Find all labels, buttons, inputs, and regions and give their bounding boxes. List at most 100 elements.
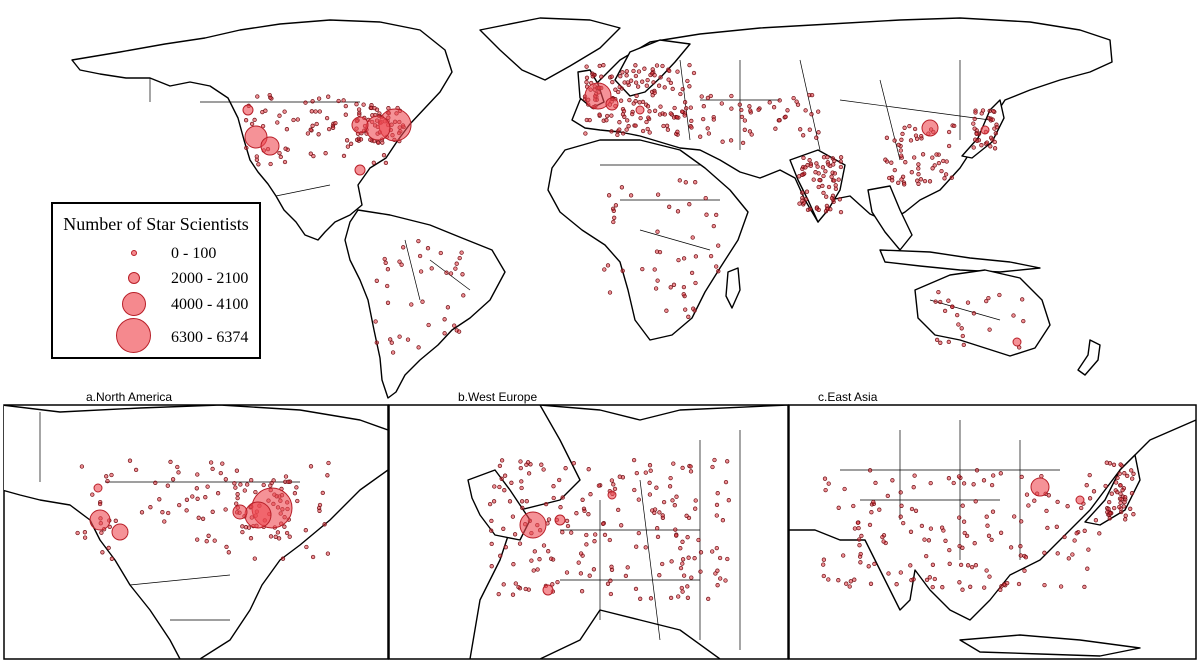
scientist-dot xyxy=(800,198,805,203)
scientist-dot xyxy=(936,289,941,295)
scientist-dot xyxy=(627,97,632,103)
scientist-dot xyxy=(1093,518,1099,523)
scientist-dot xyxy=(588,492,593,497)
scientist-dot xyxy=(418,269,424,274)
scientist-dot xyxy=(597,112,602,117)
scientist-dot xyxy=(679,109,685,114)
scientist-dot xyxy=(868,581,874,586)
scientist-dot xyxy=(496,591,501,597)
scientist-dot xyxy=(748,108,753,113)
scientist-dot xyxy=(243,118,249,123)
scientist-dot xyxy=(932,576,937,582)
scientist-dot xyxy=(960,503,965,508)
scientist-dot xyxy=(974,468,980,473)
scientist-dot xyxy=(927,179,933,184)
scientist-dot xyxy=(997,292,1002,298)
scientist-dot xyxy=(644,119,649,125)
scientist-dot xyxy=(640,128,646,134)
scientist-dot xyxy=(210,509,215,514)
scientist-dot xyxy=(442,331,447,336)
scientist-dot xyxy=(885,493,890,499)
scientist-dot xyxy=(1106,506,1111,512)
scientist-dot xyxy=(113,518,118,523)
scientist-dot xyxy=(647,130,652,135)
scientist-dot xyxy=(930,562,936,567)
scientist-dot xyxy=(609,113,614,118)
scientist-dot xyxy=(1131,512,1136,517)
scientist-dot xyxy=(1129,468,1134,473)
scientist-dot xyxy=(385,267,391,272)
scientist-dot xyxy=(525,460,531,465)
scientist-dot xyxy=(671,461,676,466)
scientist-dot xyxy=(510,592,516,597)
scientist-dot xyxy=(704,212,709,217)
scientist-dot xyxy=(791,95,796,101)
scientist-dot xyxy=(609,129,614,134)
scientist-dot xyxy=(628,193,634,198)
scientist-dot xyxy=(836,505,841,510)
scientist-dot xyxy=(675,209,681,214)
scientist-dot xyxy=(616,89,621,95)
scientist-dot xyxy=(1020,297,1025,302)
scientist-dot xyxy=(828,207,833,212)
scientist-dot xyxy=(617,474,622,479)
scientist-dot xyxy=(100,550,105,555)
scientist-dot xyxy=(139,510,145,515)
scientist-dot xyxy=(511,562,516,567)
scientist-dot xyxy=(984,568,989,573)
scientist-dot xyxy=(617,127,622,132)
scientist-dot xyxy=(919,523,925,529)
scientist-dot xyxy=(986,295,991,301)
scientist-dot xyxy=(555,579,560,585)
scientist-dot xyxy=(633,123,638,128)
scientist-dot xyxy=(551,495,556,501)
scientist-dot xyxy=(1023,555,1029,560)
scientist-dot xyxy=(1103,483,1108,489)
scientist-dot xyxy=(668,285,673,290)
scientist-dot xyxy=(909,170,914,175)
scientist-dot xyxy=(510,514,516,519)
eurasia-landmass xyxy=(571,17,1113,223)
scientist-dot xyxy=(459,250,464,255)
scientist-dot xyxy=(626,124,631,129)
scientist-dot xyxy=(667,484,673,489)
scientist-dot xyxy=(645,104,651,109)
scientist-dot xyxy=(429,266,434,271)
scientist-dot xyxy=(690,235,695,240)
scientist-dot xyxy=(821,190,826,196)
scientist-dot xyxy=(518,465,523,471)
scientist-dot xyxy=(771,105,777,110)
scientist-dot xyxy=(317,109,322,114)
scientist-dot xyxy=(448,271,454,276)
legend-row-0-100: 0 - 100 xyxy=(53,240,259,270)
scientist-dot xyxy=(584,80,589,85)
scientist-dot xyxy=(371,160,376,165)
scientist-dot xyxy=(920,152,926,157)
scientist-dot xyxy=(605,113,610,119)
scientist-dot xyxy=(804,189,810,194)
scientist-dot xyxy=(674,494,679,499)
scientist-dot xyxy=(907,123,912,129)
scientist-dot xyxy=(282,109,287,114)
scientist-dot xyxy=(689,118,694,124)
scientist-dot xyxy=(823,487,828,493)
scientist-dot xyxy=(416,345,421,350)
scientist-bubble xyxy=(89,509,111,531)
scientist-dot xyxy=(90,492,95,497)
scientist-dot xyxy=(344,138,350,143)
scientist-bubble xyxy=(260,136,280,156)
scientist-dot xyxy=(737,102,742,107)
scientist-dot xyxy=(801,155,806,161)
scientist-dot xyxy=(930,584,935,590)
scientist-dot xyxy=(596,483,602,488)
scientist-dot xyxy=(1054,524,1059,529)
main-map xyxy=(71,17,1113,399)
inset-panel-east-asia xyxy=(788,404,1197,660)
scientist-dot xyxy=(718,576,723,581)
legend-row-6300-6374: 6300 - 6374 xyxy=(53,318,259,354)
scientist-dot xyxy=(842,486,847,492)
scientist-dot xyxy=(666,77,671,82)
scientist-dot xyxy=(916,166,921,171)
scientist-dot xyxy=(767,100,772,105)
scientist-dot xyxy=(175,464,180,470)
